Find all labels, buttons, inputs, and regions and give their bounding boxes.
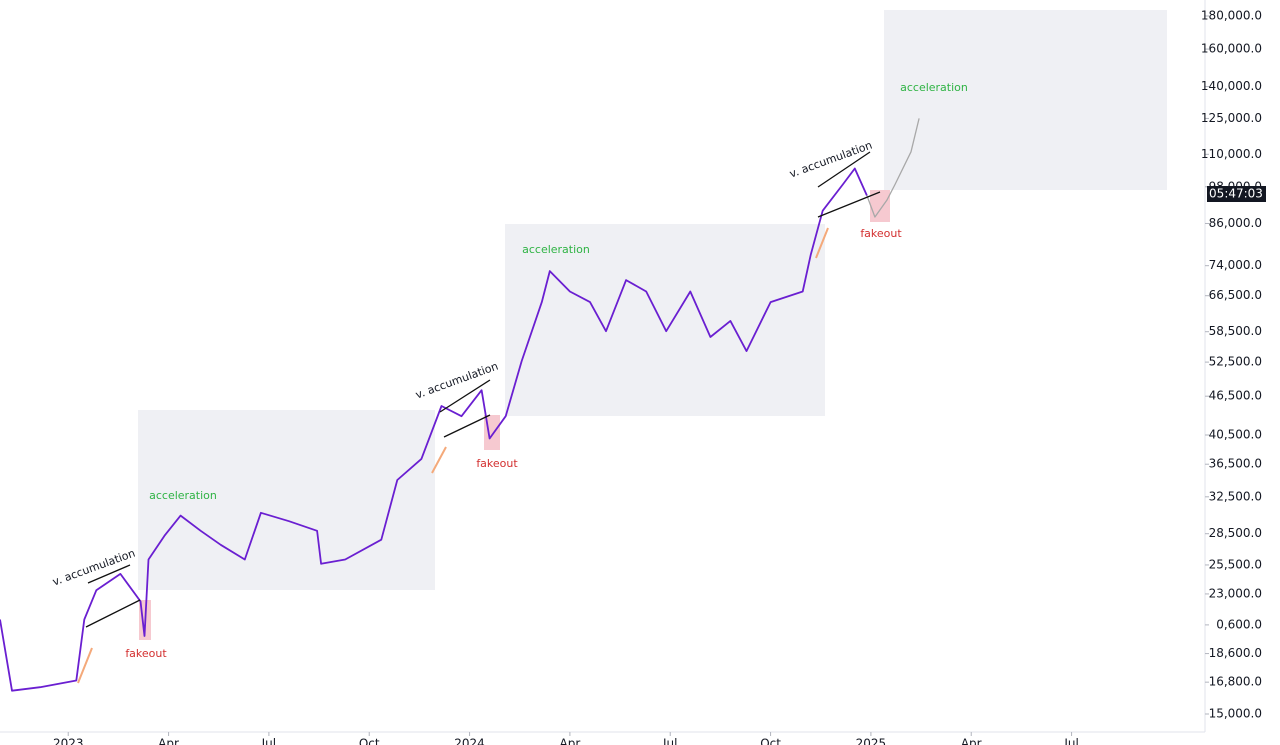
y-tick-label: 32,500.0	[1209, 489, 1262, 503]
y-tick-label: 140,000.0	[1201, 79, 1262, 93]
axes: 180,000.0 160,000.0 140,000.0 125,000.0 110,…	[53, 9, 1262, 745]
annotation: acceleration	[149, 489, 217, 502]
y-tick-label: 180,000.0	[1201, 9, 1262, 23]
annotation: fakeout	[125, 647, 167, 660]
y-tick-label: 16,800.0	[1209, 675, 1262, 689]
y-tick-label: 110,000.0	[1201, 147, 1262, 161]
zone	[884, 10, 1167, 190]
x-tick-label: 2025	[856, 737, 887, 745]
arrow	[431, 446, 447, 474]
channel-line	[85, 599, 141, 628]
annotation: v. accumulation	[414, 360, 500, 402]
zones	[138, 10, 1167, 640]
channel-line	[817, 191, 881, 218]
channels	[77, 151, 881, 684]
x-tick-label: Jul	[1063, 737, 1078, 745]
channel-line	[87, 564, 131, 584]
x-tick-label: Jul	[261, 737, 276, 745]
x-tick-label: Apr	[961, 737, 982, 745]
x-tick-label: Jul	[662, 737, 677, 745]
x-tick-label: Oct	[760, 737, 781, 745]
plot	[0, 118, 920, 692]
fakeout-zone	[870, 190, 890, 222]
y-tick-label: 58,500.0	[1209, 324, 1262, 338]
y-tick-label: 125,000.0	[1201, 111, 1262, 125]
y-tick-label: 160,000.0	[1201, 42, 1262, 56]
y-tick-label: 40,500.0	[1209, 427, 1262, 441]
arrow	[77, 647, 93, 684]
y-tick-label: 66,500.0	[1209, 288, 1262, 302]
y-tick-label: 0,600.0	[1216, 617, 1262, 631]
y-tick-label: 46,500.0	[1209, 389, 1262, 403]
y-tick-label: 23,000.0	[1209, 586, 1262, 600]
arrow	[815, 227, 829, 259]
channel-line	[439, 379, 491, 413]
y-tick-label: 74,000.0	[1209, 258, 1262, 272]
current-tag	[1207, 186, 1266, 202]
annotation: fakeout	[476, 457, 518, 470]
current-tag-label: 05:47:03	[1209, 187, 1263, 201]
y-tick-label: 36,500.0	[1209, 457, 1262, 471]
channel-line	[817, 151, 871, 188]
annotation: acceleration	[522, 243, 590, 256]
x-tick-label: Apr	[158, 737, 179, 745]
x-tick-label: Apr	[560, 737, 581, 745]
y-tick-label: 28,500.0	[1209, 526, 1262, 540]
annotation: acceleration	[900, 81, 968, 94]
annotation: fakeout	[860, 227, 902, 240]
x-tick-label: 2024	[454, 737, 485, 745]
y-tick-label: 52,500.0	[1209, 355, 1262, 369]
y-tick-label: 18,600.0	[1209, 646, 1262, 660]
x-tick-label: Oct	[359, 737, 380, 745]
price-line	[0, 167, 868, 692]
price-line	[866, 118, 920, 218]
zone	[505, 224, 825, 416]
zone	[138, 410, 435, 590]
y-tick-label: 25,500.0	[1209, 557, 1262, 571]
x-tick-label: 2023	[53, 737, 84, 745]
channel-line	[443, 414, 491, 438]
annotation: v. accumulation	[788, 139, 874, 181]
y-tick-label: 15,000.0	[1209, 707, 1262, 721]
y-tick-label: 86,000.0	[1209, 216, 1262, 230]
